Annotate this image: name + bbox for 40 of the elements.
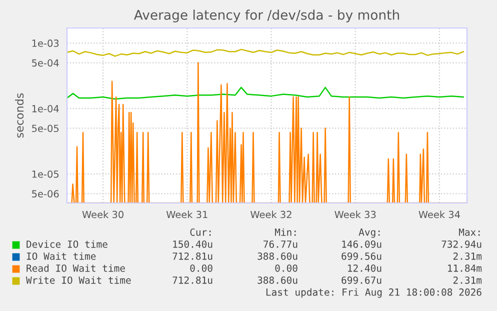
text: 2.31m bbox=[453, 276, 482, 284]
text: 150.40u bbox=[173, 240, 212, 248]
text: 699.56u bbox=[342, 252, 382, 260]
legend-label: Write IO Wait time bbox=[26, 276, 131, 284]
text: 388.60u bbox=[258, 252, 298, 260]
text: Avg: bbox=[358, 228, 380, 238]
x-tick-label: Week 32 bbox=[250, 210, 292, 218]
text: 699.67u bbox=[342, 276, 382, 284]
line-series bbox=[67, 86, 464, 100]
text: 388.60u bbox=[258, 276, 298, 284]
text: 11.84m bbox=[448, 264, 482, 272]
legend-label: IO Wait time bbox=[26, 252, 96, 260]
x-tick-label: Week 34 bbox=[418, 210, 460, 218]
text: 0.00 bbox=[275, 264, 298, 272]
x-tick-label: Week 33 bbox=[334, 210, 376, 218]
y-tick-label: 5e-06 bbox=[32, 190, 59, 198]
chart-title: Average latency for /dev/sda - by month bbox=[134, 10, 400, 22]
text: 712.81u bbox=[172, 276, 212, 284]
legend-label: Device IO time bbox=[26, 240, 108, 248]
y-tick-label: 5e-05 bbox=[32, 124, 59, 132]
text: 2.31m bbox=[453, 252, 482, 260]
text: 712.81u bbox=[172, 252, 212, 260]
text: 0.00 bbox=[190, 264, 212, 272]
text: 12.40u bbox=[348, 264, 382, 272]
y-tick-label: 1e-03 bbox=[32, 40, 59, 47]
y-tick-label: 5e-04 bbox=[32, 59, 59, 67]
text: 146.09u bbox=[342, 240, 382, 248]
text: Max: bbox=[458, 228, 480, 236]
legend-label: Read IO Wait time bbox=[26, 264, 125, 272]
text: Min: bbox=[274, 228, 296, 236]
x-tick-label: Week 30 bbox=[82, 210, 124, 218]
text: Cur: bbox=[190, 228, 211, 236]
y-tick-label: 1e-04 bbox=[32, 105, 59, 112]
text: 76.77u bbox=[264, 240, 298, 248]
x-tick-label: Week 31 bbox=[166, 210, 208, 218]
text: Last update: Fri Aug 21 18:00:08 2026 bbox=[266, 288, 482, 298]
y-tick-label: 1e-05 bbox=[32, 170, 59, 178]
y-axis-title: seconds bbox=[15, 93, 24, 138]
line-series bbox=[67, 48, 464, 57]
text: 732.94u bbox=[442, 240, 482, 248]
